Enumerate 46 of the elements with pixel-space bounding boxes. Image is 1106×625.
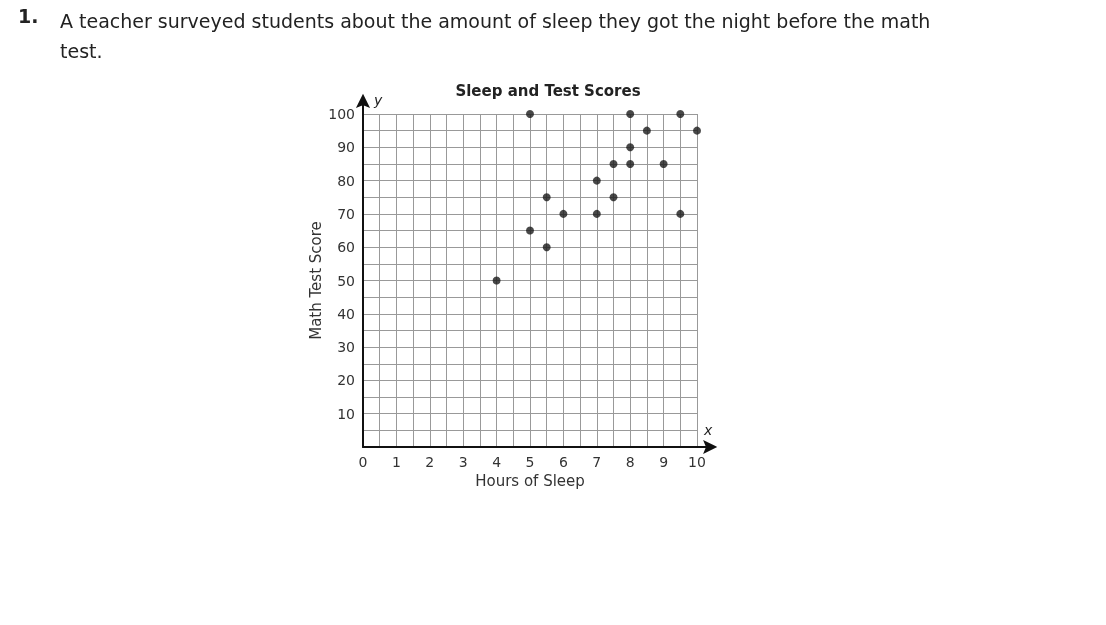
point	[642, 126, 651, 135]
x-tick-label: 5	[525, 454, 535, 470]
point	[526, 226, 534, 235]
text: y	[373, 92, 383, 108]
point	[559, 209, 568, 218]
point	[626, 143, 635, 152]
y-tick-label: 20	[337, 372, 355, 389]
y-tick-label: 40	[337, 305, 355, 322]
x-tick-label: 9	[659, 454, 669, 470]
y-tick-label: 100	[328, 106, 355, 122]
x-tick-label: 10	[688, 454, 706, 470]
point	[693, 126, 701, 135]
x-tick-label: 8	[625, 454, 635, 470]
point	[659, 159, 668, 168]
point	[626, 110, 635, 118]
x-tick-label: 7	[592, 454, 602, 470]
y-tick-label: 70	[337, 205, 355, 222]
x-tick-label: 3	[458, 454, 468, 470]
point	[592, 209, 601, 218]
y-tick-label: 10	[337, 405, 355, 422]
y-tick-label: 90	[337, 139, 355, 156]
chart-title: Sleep and Test Scores	[455, 81, 641, 100]
x-tick-label: 4	[492, 454, 502, 470]
x-tick-label: 6	[558, 454, 568, 470]
point	[609, 159, 618, 168]
y-tick-label: 80	[337, 172, 355, 189]
x-tick-label: 1	[391, 454, 401, 470]
point	[676, 110, 685, 118]
text: 1.	[18, 4, 39, 27]
point	[592, 176, 601, 185]
text: A teacher surveyed students about the amount of sleep they got the night before the math test.	[60, 10, 937, 62]
y-tick-label: 50	[337, 272, 355, 289]
point	[492, 276, 501, 285]
point	[626, 159, 635, 168]
point	[542, 243, 551, 252]
point	[542, 193, 551, 202]
y-tick-label: 30	[337, 339, 355, 356]
point	[526, 110, 534, 118]
x-tick-label: 0	[358, 454, 368, 470]
x-axis-title: Hours of Sleep	[475, 472, 585, 491]
point	[609, 193, 618, 202]
x-tick-label: 2	[425, 454, 435, 470]
text: x	[703, 422, 713, 438]
y-tick-label: 60	[337, 239, 355, 256]
point	[676, 209, 685, 218]
y-axis-title: Math Test Score	[306, 221, 325, 340]
